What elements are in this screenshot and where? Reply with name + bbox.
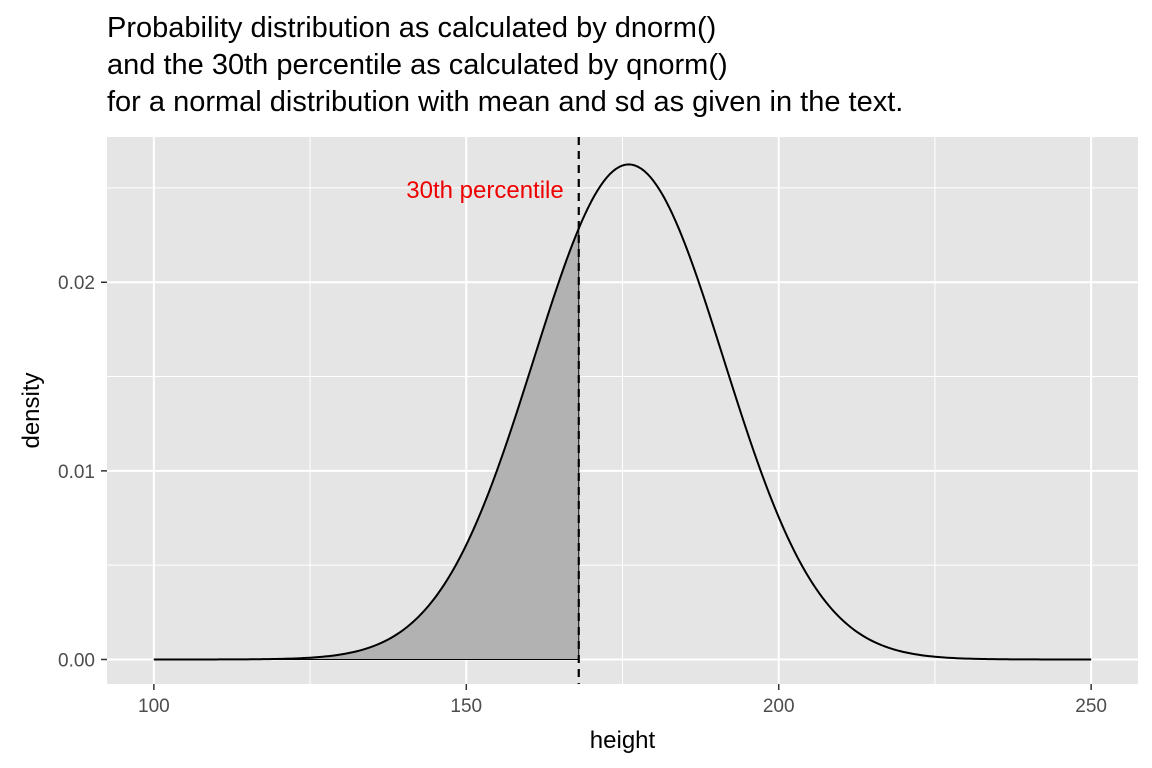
title-line-2: and the 30th percentile as calculated by… — [107, 49, 728, 81]
x-tick-label: 200 — [763, 696, 795, 717]
x-tick-label: 150 — [450, 696, 482, 717]
y-axis-title: density — [18, 372, 45, 448]
density-curve — [153, 163, 1092, 661]
chart-title: Probability distribution as calculated b… — [107, 10, 903, 121]
x-tick-label: 250 — [1075, 696, 1107, 717]
x-axis: 100 150 200 250 — [138, 684, 1107, 717]
percentile-annotation: 30th percentile — [406, 177, 563, 204]
y-axis: 0.00 0.01 0.02 — [58, 273, 107, 671]
x-tick-label: 100 — [138, 696, 170, 717]
minor-gridlines — [107, 137, 1138, 684]
y-tick-label: 0.01 — [58, 462, 95, 483]
y-tick-label: 0.00 — [58, 650, 95, 671]
title-line-3: for a normal distribution with mean and … — [107, 86, 904, 118]
y-tick-label: 0.02 — [58, 273, 95, 294]
title-line-1: Probability distribution as calculated b… — [107, 12, 717, 44]
x-axis-title: height — [590, 727, 656, 754]
